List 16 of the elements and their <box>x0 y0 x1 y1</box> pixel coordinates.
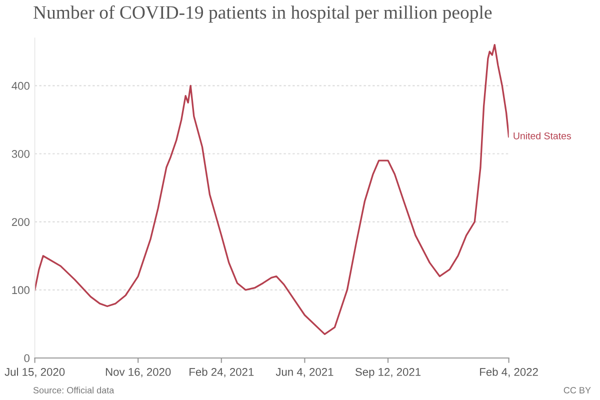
y-tick-label: 0 <box>24 354 30 362</box>
line-series <box>34 44 509 336</box>
x-tick-label: Jul 15, 2020 <box>4 368 65 378</box>
x-tick-label: Feb 24, 2021 <box>190 368 254 378</box>
text: CC BY <box>564 387 591 394</box>
y-tick-label: 300 <box>12 150 30 158</box>
x-tick-label: Nov 16, 2020 <box>106 368 171 378</box>
series-label: United States <box>514 132 571 140</box>
x-tick-label: Jun 4, 2021 <box>276 368 334 378</box>
source-note: Source: Official data <box>33 386 114 394</box>
x-tick-label: Sep 12, 2021 <box>355 368 421 378</box>
y-tick-label: 200 <box>12 218 30 226</box>
y-tick-label: 100 <box>12 286 30 294</box>
chart-title: Number of COVID-19 patients in hospital per million people <box>34 5 492 23</box>
y-tick-label: 400 <box>12 82 30 90</box>
x-tick-label: Feb 4, 2022 <box>480 368 538 378</box>
